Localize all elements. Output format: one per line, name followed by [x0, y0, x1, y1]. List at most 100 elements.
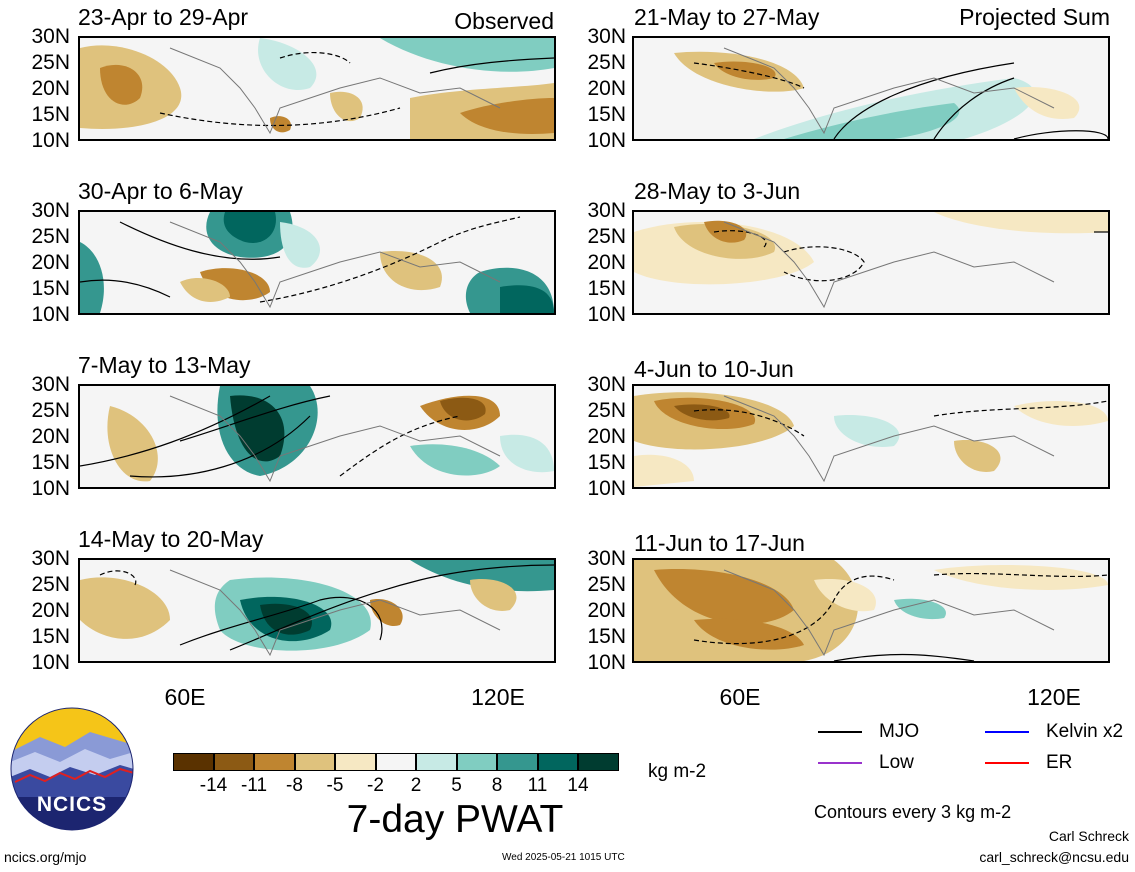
- legend-label-kelvin: Kelvin x2: [1046, 721, 1124, 742]
- lat-label: 20N: [31, 77, 70, 100]
- colorbar-swatch: [213, 753, 254, 771]
- lat-label: 20N: [31, 251, 70, 274]
- panel-title: 30-Apr to 6-May: [78, 178, 243, 204]
- ncics-logo: NCICS: [10, 707, 134, 831]
- lon-label-60e: 60E: [719, 684, 761, 710]
- legend-swatch-low: [818, 762, 862, 764]
- pwat-map: [78, 384, 556, 489]
- lat-label: 20N: [587, 425, 626, 448]
- lat-label: 10N: [31, 651, 70, 674]
- colorbar-label: -11: [240, 775, 268, 796]
- legend-swatch-er: [985, 762, 1029, 764]
- colorbar-swatch: [375, 753, 416, 771]
- lat-label: 20N: [31, 599, 70, 622]
- lat-label: 25N: [31, 399, 70, 422]
- panel-tag-projected: Projected Sum: [959, 4, 1110, 30]
- lat-label: 10N: [31, 303, 70, 326]
- lat-label: 25N: [587, 573, 626, 596]
- lat-label: 25N: [587, 399, 626, 422]
- panel-title: 21-May to 27-May: [634, 4, 820, 30]
- footer-timestamp: Wed 2025-05-21 1015 UTC: [502, 852, 625, 863]
- lat-label: 30N: [31, 25, 70, 48]
- lat-label: 30N: [31, 373, 70, 396]
- lat-label: 30N: [31, 199, 70, 222]
- legend-label-er: ER: [1046, 752, 1073, 773]
- colorbar-label: 14: [567, 775, 589, 796]
- lon-label-120e: 120E: [1027, 684, 1081, 710]
- lon-label-60e: 60E: [164, 684, 206, 710]
- legend-swatch-mjo: [818, 731, 862, 733]
- legend-label-mjo: MJO: [879, 721, 920, 742]
- colorbar-swatch: [537, 753, 578, 771]
- lat-label: 25N: [31, 51, 70, 74]
- colorbar-swatch: [335, 753, 376, 771]
- lat-label: 30N: [587, 373, 626, 396]
- panel-title: 28-May to 3-Jun: [634, 178, 801, 204]
- lat-label: 20N: [587, 599, 626, 622]
- lat-label: 15N: [587, 103, 626, 126]
- legend-label-low: Low: [879, 752, 914, 773]
- lat-label: 30N: [31, 547, 70, 570]
- lat-label: 10N: [587, 303, 626, 326]
- colorbar-label: -8: [286, 775, 303, 796]
- lat-label: 25N: [31, 225, 70, 248]
- logo-text: NCICS: [36, 793, 108, 816]
- lat-label: 15N: [587, 451, 626, 474]
- lat-label: 15N: [587, 625, 626, 648]
- pwat-map: [78, 210, 556, 315]
- lon-label-120e: 120E: [471, 684, 525, 710]
- colorbar-swatch: [294, 753, 335, 771]
- colorbar-swatch: [254, 753, 295, 771]
- colorbar-swatch: [497, 753, 538, 771]
- colorbar-label: 5: [451, 775, 462, 796]
- legend-swatch-kelvin: [985, 731, 1029, 733]
- lat-label: 25N: [587, 51, 626, 74]
- colorbar-label: -5: [326, 775, 344, 796]
- lat-label: 10N: [587, 651, 626, 674]
- lat-label: 15N: [31, 277, 70, 300]
- colorbar-label: 11: [527, 775, 548, 796]
- lat-label: 10N: [587, 477, 626, 500]
- lat-label: 30N: [587, 199, 626, 222]
- pwat-map: [632, 384, 1110, 489]
- lat-label: 20N: [31, 425, 70, 448]
- colorbar-swatch: [416, 753, 457, 771]
- pwat-map: [632, 558, 1110, 663]
- panel-title: 4-Jun to 10-Jun: [634, 356, 794, 382]
- lat-label: 25N: [31, 573, 70, 596]
- lat-label: 20N: [587, 77, 626, 100]
- lat-label: 20N: [587, 251, 626, 274]
- lat-label: 10N: [31, 477, 70, 500]
- colorbar-label: -14: [199, 775, 228, 796]
- colorbar-units: kg m-2: [648, 761, 707, 782]
- colorbar-label: -2: [367, 775, 384, 796]
- pwat-map: [632, 210, 1110, 315]
- lat-label: 25N: [587, 225, 626, 248]
- panel-title: 7-May to 13-May: [78, 352, 251, 378]
- colorbar-swatch: [456, 753, 497, 771]
- lat-label: 15N: [31, 103, 70, 126]
- contour-note: Contours every 3 kg m-2: [814, 802, 1012, 822]
- pwat-map: [78, 36, 556, 141]
- panel-title: 11-Jun to 17-Jun: [634, 530, 805, 556]
- panel-title: 23-Apr to 29-Apr: [78, 4, 249, 30]
- lat-label: 10N: [587, 129, 626, 152]
- footer-url: ncics.org/mjo: [4, 849, 87, 865]
- lat-label: 30N: [587, 547, 626, 570]
- panel-title: 14-May to 20-May: [78, 526, 264, 552]
- footer-author: Carl Schreck: [1048, 828, 1129, 844]
- lat-label: 15N: [31, 451, 70, 474]
- colorbar-swatch: [173, 753, 214, 771]
- lat-label: 30N: [587, 25, 626, 48]
- lat-label: 15N: [587, 277, 626, 300]
- lat-label: 15N: [31, 625, 70, 648]
- colorbar-swatch: [578, 753, 619, 771]
- footer-email: carl_schreck@ncsu.edu: [979, 849, 1129, 865]
- colorbar-label: 8: [491, 775, 503, 796]
- lat-label: 10N: [31, 129, 70, 152]
- pwat-map: [78, 558, 556, 663]
- colorbar-title: 7-day PWAT: [346, 798, 564, 841]
- colorbar-label: 2: [410, 775, 422, 796]
- pwat-map: [632, 36, 1110, 141]
- panel-tag-observed: Observed: [454, 8, 554, 34]
